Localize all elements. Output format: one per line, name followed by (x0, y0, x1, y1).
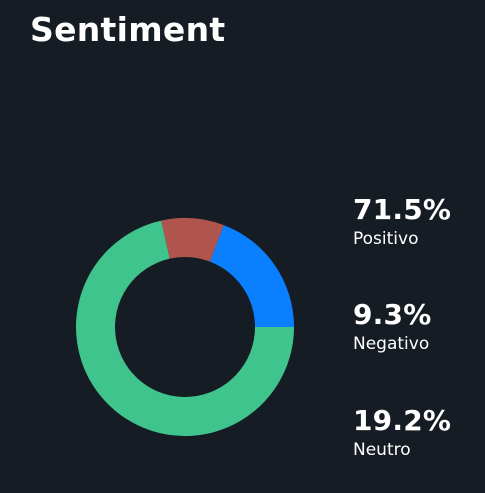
legend-item-neutro: 19.2% Neutro (353, 404, 451, 461)
donut-slice-negativo (161, 218, 224, 262)
legend-item-positivo: 71.5% Positivo (353, 193, 451, 250)
donut-slice-positivo (76, 220, 294, 436)
donut-slice-neutro (209, 225, 294, 327)
donut-chart (76, 218, 294, 436)
chart-title: Sentiment (30, 10, 226, 49)
legend-item-negativo: 9.3% Negativo (353, 298, 431, 355)
legend-label-positivo: Positivo (353, 229, 419, 249)
legend-value-negativo: 9.3% (353, 298, 432, 331)
legend-value-positivo: 71.5% (353, 193, 452, 226)
legend-label-neutro: Neutro (353, 440, 411, 460)
legend-label-negativo: Negativo (353, 334, 430, 354)
legend-value-neutro: 19.2% (353, 404, 452, 437)
